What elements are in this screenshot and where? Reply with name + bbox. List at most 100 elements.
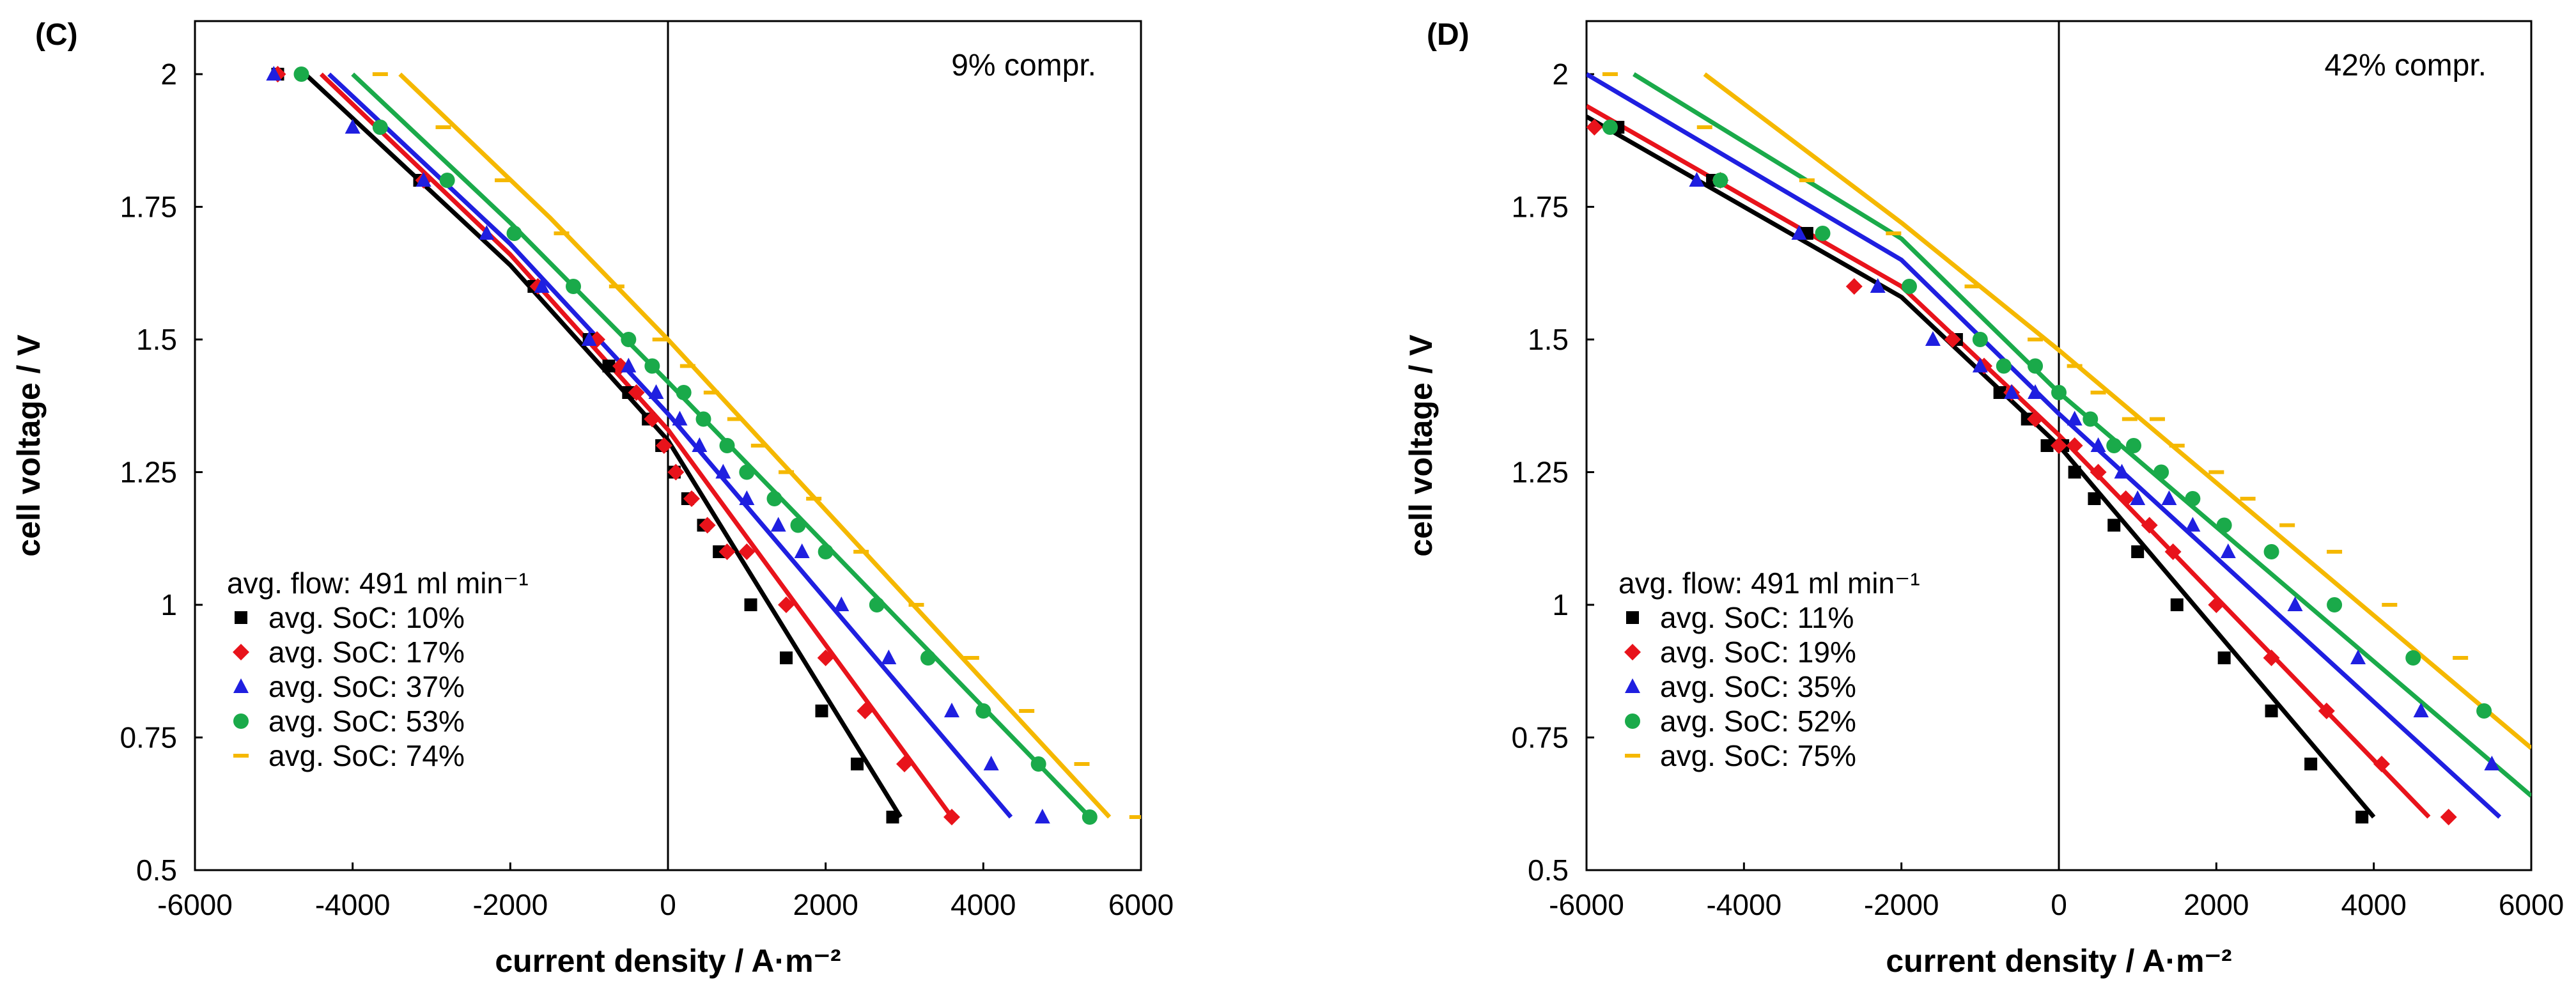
data-point-series-2 (2051, 437, 2067, 454)
y-tick-label: 1.5 (1528, 323, 1569, 356)
data-point-series-5 (1074, 762, 1090, 766)
data-point-series-4 (1815, 226, 1831, 241)
x-tick-label: 6000 (2499, 888, 2564, 921)
data-point-series-2 (2090, 464, 2107, 481)
legend-marker-series-1 (1626, 611, 1639, 624)
data-point-series-3 (2220, 543, 2236, 558)
data-point-series-4 (766, 491, 782, 506)
panel-label: (C) (35, 18, 78, 52)
data-point-series-4 (1082, 809, 1098, 825)
panel-label: (D) (1427, 18, 1470, 52)
data-point-series-2 (2117, 490, 2134, 507)
legend-marker-series-5 (233, 754, 249, 758)
data-point-series-3 (1870, 278, 1886, 293)
data-point-series-4 (2216, 517, 2232, 533)
legend-marker-series-3 (1625, 678, 1640, 693)
data-point-series-5 (679, 364, 695, 368)
data-point-series-3 (739, 490, 755, 505)
data-point-series-3 (2287, 596, 2303, 611)
data-point-series-5 (435, 125, 451, 129)
legend-entry-series-1: avg. SoC: 11% (1660, 601, 1854, 634)
data-point-series-4 (790, 517, 806, 533)
legend-entry-series-5: avg. SoC: 75% (1660, 739, 1856, 772)
data-point-series-3 (2004, 384, 2020, 399)
x-tick-label: -6000 (157, 888, 233, 921)
data-point-series-5 (908, 603, 924, 607)
fit-line-series-3 (327, 72, 1013, 819)
data-point-series-2 (943, 809, 960, 825)
data-point-series-2 (1944, 331, 1961, 348)
y-tick-label: 1.5 (136, 323, 177, 356)
data-point-series-4 (920, 650, 936, 666)
data-point-series-3 (648, 384, 664, 399)
data-point-series-1 (2107, 518, 2121, 532)
data-point-series-2 (655, 437, 672, 454)
data-point-series-4 (2263, 544, 2279, 559)
data-point-series-5 (2169, 444, 2185, 448)
data-point-series-2 (2164, 543, 2182, 560)
data-point-series-5 (1886, 231, 1902, 235)
data-point-series-3 (2161, 490, 2177, 505)
data-point-series-1 (2304, 758, 2318, 770)
data-point-series-5 (2327, 550, 2343, 554)
data-point-series-5 (1799, 178, 1815, 182)
data-point-series-4 (2185, 491, 2201, 506)
data-point-series-2 (778, 596, 795, 613)
data-point-series-2 (2066, 437, 2083, 454)
data-point-series-5 (1964, 285, 1980, 288)
data-point-series-5 (853, 550, 869, 554)
data-point-series-5 (963, 656, 979, 660)
fit-line-series-1 (304, 72, 903, 818)
data-point-series-4 (695, 411, 711, 427)
legend-entry-series-1: avg. SoC: 10% (268, 601, 465, 634)
data-point-series-3 (2067, 410, 2083, 426)
y-tick-label: 0.5 (1528, 854, 1569, 887)
data-point-series-1 (2040, 439, 2054, 452)
data-point-series-3 (2130, 490, 2146, 505)
data-point-series-5 (2240, 497, 2256, 501)
data-point-series-4 (644, 358, 660, 374)
legend-title: avg. flow: 491 ml min⁻¹ (227, 566, 529, 600)
data-point-series-4 (1901, 279, 1917, 294)
x-tick-label: -2000 (1864, 888, 1939, 921)
data-point-series-4 (818, 544, 834, 559)
data-point-series-5 (2453, 656, 2469, 660)
x-tick-label: 2000 (793, 888, 858, 921)
data-point-series-3 (1034, 809, 1050, 823)
data-point-series-3 (2090, 437, 2106, 452)
y-tick-label: 0.75 (120, 721, 177, 754)
data-point-series-3 (621, 357, 637, 373)
data-point-series-1 (886, 811, 899, 823)
data-point-series-3 (672, 410, 688, 426)
data-point-series-3 (2185, 517, 2201, 532)
y-tick-label: 1.25 (1511, 456, 1569, 489)
legend-entry-series-4: avg. SoC: 52% (1660, 705, 1856, 738)
data-point-series-2 (896, 756, 913, 772)
legend-title: avg. flow: 491 ml min⁻¹ (1618, 566, 1920, 600)
x-tick-label: 0 (660, 888, 676, 921)
data-point-series-4 (2327, 597, 2343, 612)
data-point-series-4 (1996, 358, 2012, 374)
data-point-series-2 (857, 703, 874, 719)
legend-marker-series-2 (1624, 644, 1641, 660)
data-point-series-3 (345, 119, 361, 134)
y-axis-title: cell voltage / V (11, 334, 47, 557)
data-point-series-2 (1587, 119, 1603, 136)
data-point-series-2 (667, 464, 685, 481)
legend-entry-series-5: avg. SoC: 74% (268, 739, 465, 772)
data-point-series-2 (2373, 756, 2390, 772)
data-point-series-5 (1019, 709, 1035, 713)
data-point-series-5 (703, 391, 719, 394)
data-point-series-2 (2440, 809, 2457, 825)
x-tick-label: -4000 (1707, 888, 1782, 921)
data-point-series-4 (975, 703, 991, 719)
x-tick-label: 6000 (1108, 888, 1174, 921)
data-point-series-2 (644, 410, 661, 428)
y-tick-label: 2 (1552, 58, 1569, 91)
fit-line-series-5 (398, 72, 1112, 819)
legend-marker-series-4 (1625, 713, 1640, 729)
legend-entry-series-4: avg. SoC: 53% (268, 705, 465, 738)
data-point-series-2 (738, 543, 756, 560)
data-point-series-5 (2382, 603, 2398, 607)
data-point-series-1 (2088, 492, 2101, 505)
